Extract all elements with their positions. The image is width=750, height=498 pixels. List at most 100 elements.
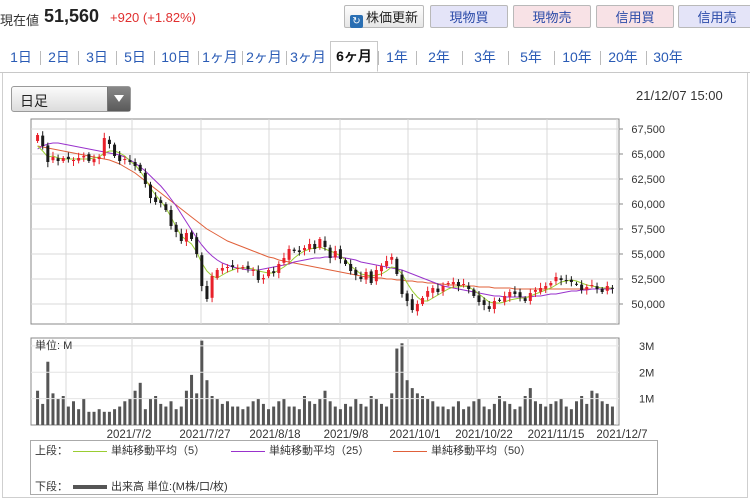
- price-y-label: 67,500: [631, 124, 665, 136]
- candle-body: [66, 156, 70, 159]
- volume-bar: [318, 398, 322, 425]
- margin-sell-button[interactable]: 信用売: [678, 5, 750, 28]
- tab-period-7[interactable]: 3ヶ月: [290, 49, 326, 65]
- volume-bar: [241, 409, 245, 425]
- margin-buy-button[interactable]: 信用買: [596, 5, 674, 28]
- tab-period-11[interactable]: 3年: [474, 49, 496, 65]
- x-axis-label: 2021/10/1: [389, 429, 440, 441]
- tab-period-10[interactable]: 2年: [428, 49, 450, 65]
- volume-y-label: 1M: [639, 394, 654, 406]
- candle-body: [174, 224, 178, 232]
- volume-bar: [261, 403, 265, 425]
- price-y-label: 52,500: [631, 274, 665, 286]
- tab-separator: [286, 51, 287, 65]
- tab-separator: [198, 51, 199, 65]
- tab-separator: [116, 51, 117, 65]
- legend-volume: 出来高 単位:(M株/口/枚): [73, 479, 228, 495]
- volume-bar: [174, 409, 178, 425]
- price-change: +920 (+1.82%): [110, 10, 197, 25]
- tab-period-3[interactable]: 5日: [124, 49, 146, 65]
- x-axis-label: 2021/9/8: [324, 429, 369, 441]
- candle-body: [559, 278, 563, 280]
- tab-period-6[interactable]: 2ヶ月: [246, 49, 282, 65]
- candle-body: [210, 276, 214, 298]
- legend-ma25: 単純移動平均（25）: [231, 443, 369, 459]
- candle-body: [421, 298, 425, 304]
- tab-period-13[interactable]: 10年: [562, 49, 592, 65]
- volume-bar: [585, 403, 589, 425]
- refresh-price-button[interactable]: ↻ 株価更新: [344, 5, 424, 28]
- candle-body: [87, 154, 91, 161]
- volume-bar: [359, 403, 363, 425]
- volume-y-label: 3M: [639, 341, 654, 353]
- period-select[interactable]: 日足: [11, 86, 131, 112]
- ma5-swatch: [73, 450, 107, 452]
- volume-bar: [71, 401, 75, 425]
- volume-bar: [297, 409, 301, 425]
- volume-bar: [441, 406, 445, 425]
- candle-body: [564, 280, 568, 281]
- volume-bar: [533, 401, 537, 425]
- candle-body: [41, 135, 45, 146]
- volume-bar: [590, 390, 594, 425]
- volume-bar: [195, 393, 199, 425]
- candle-body: [359, 276, 363, 279]
- volume-bar: [487, 409, 491, 425]
- tab-period-5[interactable]: 1ヶ月: [202, 49, 238, 65]
- tab-period-0[interactable]: 1日: [10, 49, 32, 65]
- price-header: 現在値 51,560 +920 (+1.82%) ↻ 株価更新 現物買 現物売 信…: [0, 0, 750, 36]
- period-tabs: 1日 2日 3日 5日 10日 1ヶ月 2ヶ月 3ヶ月 6ヶ月 1年 2年 3年 5年 10年 20年 30年: [0, 40, 750, 73]
- volume-bar: [313, 403, 317, 425]
- ma25-line: [37, 142, 613, 298]
- candle-body: [528, 293, 532, 301]
- price-y-label: 65,000: [631, 149, 665, 161]
- candle-body: [328, 247, 332, 258]
- candle-body: [231, 265, 235, 267]
- candle-body: [482, 300, 486, 305]
- tab-period-8[interactable]: 6ヶ月: [330, 41, 378, 72]
- tab-period-1[interactable]: 2日: [48, 49, 70, 65]
- volume-bar: [569, 409, 573, 425]
- volume-bar: [41, 403, 45, 425]
- tab-separator: [378, 51, 379, 65]
- tab-period-2[interactable]: 3日: [86, 49, 108, 65]
- candle-body: [82, 156, 86, 158]
- volume-bar: [559, 398, 563, 425]
- cash-buy-button[interactable]: 現物買: [430, 5, 508, 28]
- tab-separator: [508, 51, 509, 65]
- volume-bar: [333, 406, 337, 425]
- volume-bar: [292, 406, 296, 425]
- volume-bar: [102, 411, 106, 425]
- candle-body: [385, 261, 389, 266]
- candle-body: [241, 267, 245, 268]
- candle-body: [472, 289, 476, 296]
- candle-body: [169, 210, 173, 226]
- candle-body: [97, 157, 101, 159]
- tab-period-9[interactable]: 1年: [386, 49, 408, 65]
- candle-body: [451, 282, 455, 285]
- tab-period-14[interactable]: 20年: [608, 49, 638, 65]
- volume-bar: [87, 411, 91, 425]
- dropdown-arrow-icon: [107, 87, 130, 111]
- volume-bar: [477, 398, 481, 425]
- tab-separator: [416, 51, 417, 65]
- tab-period-15[interactable]: 30年: [653, 49, 683, 65]
- candle-body: [462, 284, 466, 285]
- candle-body: [251, 270, 255, 271]
- candle-body: [533, 290, 537, 292]
- tab-period-4[interactable]: 10日: [161, 49, 191, 65]
- tab-separator: [554, 51, 555, 65]
- ma50-swatch: [393, 450, 427, 452]
- candle-body: [220, 268, 224, 271]
- cash-sell-button[interactable]: 現物売: [513, 5, 591, 28]
- candle-body: [431, 288, 435, 293]
- candle-body: [436, 288, 440, 292]
- volume-bar: [164, 406, 168, 425]
- tab-period-12[interactable]: 5年: [520, 49, 542, 65]
- legend-ma5-label: 単純移動平均（5）: [111, 445, 206, 457]
- volume-bar: [344, 403, 348, 425]
- candle-body: [282, 258, 286, 263]
- price-plot-frame: [30, 118, 620, 325]
- candle-body: [159, 200, 163, 203]
